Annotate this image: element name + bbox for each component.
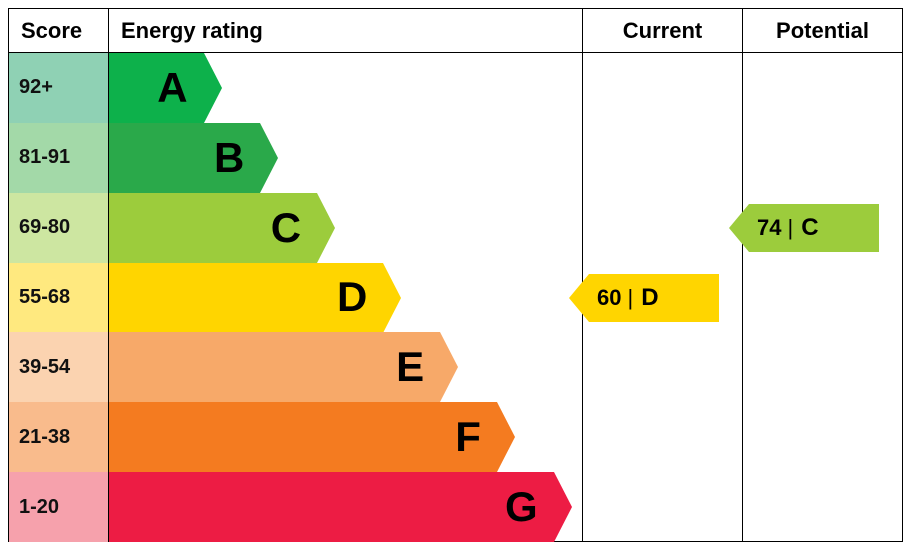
header-rating: Energy rating	[109, 9, 582, 52]
bar-row: C	[109, 193, 582, 263]
score-cell: 81-91	[9, 123, 108, 193]
rating-column: ABCDEFG	[109, 53, 582, 542]
score-cell: 55-68	[9, 263, 108, 333]
potential-badge: 74| C	[749, 204, 879, 252]
bar-row: D	[109, 263, 582, 333]
score-cell: 69-80	[9, 193, 108, 263]
header-current: Current	[582, 9, 742, 52]
potential-column: 74| C	[742, 53, 902, 542]
current-column: 60| D	[582, 53, 742, 542]
rating-bar-e: E	[109, 332, 440, 402]
separator: |	[787, 215, 793, 241]
current-badge-value: 60	[597, 285, 621, 311]
rating-bar-f: F	[109, 402, 497, 472]
header-potential: Potential	[742, 9, 902, 52]
rating-bar-b: B	[109, 123, 260, 193]
potential-badge-value: 74	[757, 215, 781, 241]
score-cell: 39-54	[9, 332, 108, 402]
header-row: Score Energy rating Current Potential	[9, 9, 902, 53]
score-cell: 21-38	[9, 402, 108, 472]
chart-body: 92+81-9169-8055-6839-5421-381-20 ABCDEFG…	[9, 53, 902, 542]
bar-row: F	[109, 402, 582, 472]
separator: |	[627, 285, 633, 311]
rating-bar-d: D	[109, 263, 383, 333]
energy-rating-chart: Score Energy rating Current Potential 92…	[8, 8, 903, 542]
score-cell: 92+	[9, 53, 108, 123]
header-score: Score	[9, 9, 109, 52]
score-cell: 1-20	[9, 472, 108, 542]
rating-bar-g: G	[109, 472, 554, 542]
rating-bar-c: C	[109, 193, 317, 263]
bar-row: G	[109, 472, 582, 542]
bar-row: A	[109, 53, 582, 123]
score-column: 92+81-9169-8055-6839-5421-381-20	[9, 53, 109, 542]
current-badge-grade: D	[641, 284, 658, 312]
rating-bar-a: A	[109, 53, 204, 123]
bar-row: B	[109, 123, 582, 193]
bar-row: E	[109, 332, 582, 402]
potential-badge-grade: C	[801, 214, 818, 242]
current-badge: 60| D	[589, 274, 719, 322]
